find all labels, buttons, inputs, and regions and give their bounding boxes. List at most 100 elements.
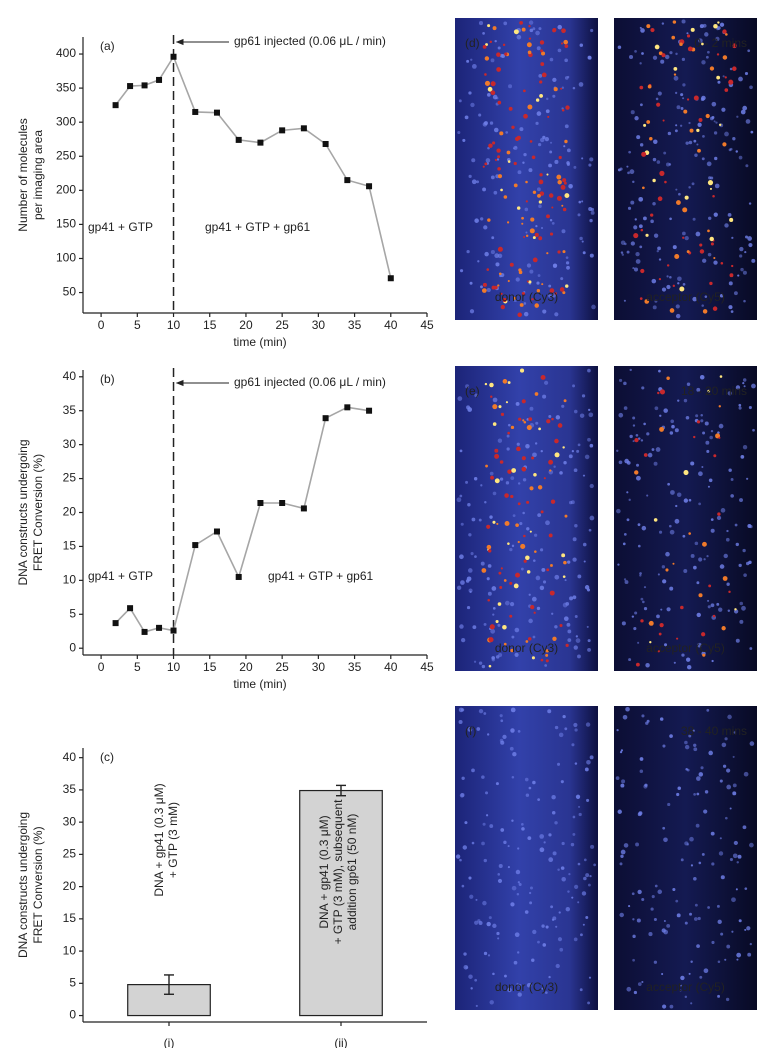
spot (698, 772, 704, 777)
spot (696, 143, 699, 146)
hot-spot (502, 379, 508, 384)
spot (581, 240, 584, 243)
spot (561, 404, 565, 408)
hot-spot (539, 40, 545, 45)
spot (681, 57, 686, 62)
spot (490, 628, 496, 634)
spot (693, 743, 697, 747)
hot-spot (502, 297, 507, 303)
marker (300, 125, 307, 132)
spot (589, 443, 594, 448)
spot (537, 274, 541, 277)
spot (495, 655, 500, 659)
spot (589, 157, 594, 162)
spot (554, 159, 559, 164)
spot (706, 449, 710, 453)
hot-spot (517, 502, 521, 506)
spot (707, 485, 710, 488)
spot (632, 180, 635, 184)
spot (577, 901, 580, 904)
spot (675, 304, 680, 309)
spot (677, 399, 680, 402)
x-tick-label: 35 (348, 660, 362, 674)
hot-spot (650, 28, 655, 33)
spot (699, 24, 704, 29)
spot (554, 312, 559, 317)
spot (639, 103, 643, 107)
spot (660, 59, 665, 64)
spot (650, 907, 654, 911)
spot (628, 498, 631, 502)
spot (728, 305, 733, 310)
hot-spot (672, 284, 676, 288)
spot (492, 923, 497, 929)
y-tick-label: 350 (56, 80, 76, 94)
spot (583, 560, 586, 563)
spot (480, 484, 483, 487)
hot-spot (712, 614, 716, 618)
spot (615, 776, 620, 780)
spot (468, 876, 472, 880)
spot (747, 952, 752, 957)
spot (560, 866, 565, 870)
y-tick-label: 10 (63, 943, 77, 957)
spot (565, 602, 570, 606)
spot (631, 892, 635, 896)
hot-spot (562, 207, 567, 212)
spot (507, 423, 511, 427)
spot (577, 862, 581, 866)
hot-spot (654, 44, 660, 50)
hot-spot (559, 287, 565, 292)
hot-spot (554, 292, 558, 295)
spot (459, 793, 465, 798)
hot-spot (562, 291, 566, 295)
hot-spot (526, 42, 532, 48)
hot-spot (563, 39, 569, 45)
spot (590, 28, 594, 33)
spot (683, 498, 689, 503)
spot (551, 794, 556, 800)
hot-spot (531, 298, 534, 301)
hot-spot (634, 438, 639, 443)
spot (671, 424, 675, 429)
spot (564, 124, 569, 129)
channel-label: acceptor (Cy5) (646, 290, 725, 304)
spot (742, 270, 747, 275)
spot (634, 218, 637, 221)
spot (739, 254, 743, 258)
x-tick-label: 45 (420, 660, 434, 674)
hot-spot (492, 26, 497, 31)
hot-spot (513, 29, 519, 35)
spot (703, 809, 708, 814)
spot (485, 814, 489, 817)
spot (462, 138, 466, 142)
spot (667, 802, 671, 807)
spot (680, 858, 684, 862)
spot (727, 714, 732, 720)
spot (620, 854, 624, 859)
spot (536, 111, 542, 116)
spot (736, 115, 739, 118)
spot (684, 740, 688, 745)
spot (636, 135, 641, 140)
hot-spot (676, 637, 679, 640)
spot (506, 434, 510, 438)
y-tick-label: 0 (69, 1008, 76, 1022)
spot (500, 719, 504, 723)
spot (675, 124, 678, 127)
spot (557, 937, 563, 942)
hot-spot (719, 375, 723, 378)
y-tick-label: 30 (63, 814, 77, 828)
hot-spot (561, 553, 566, 558)
marker (366, 407, 373, 414)
spot (507, 866, 510, 869)
hot-spot (523, 236, 526, 239)
spot (661, 565, 666, 569)
spot (455, 854, 461, 859)
spot (700, 419, 704, 423)
hot-spot (682, 236, 685, 239)
spot (635, 251, 640, 257)
y-tick-label: 35 (63, 782, 77, 796)
spot (623, 299, 626, 302)
hot-spot (487, 24, 491, 28)
